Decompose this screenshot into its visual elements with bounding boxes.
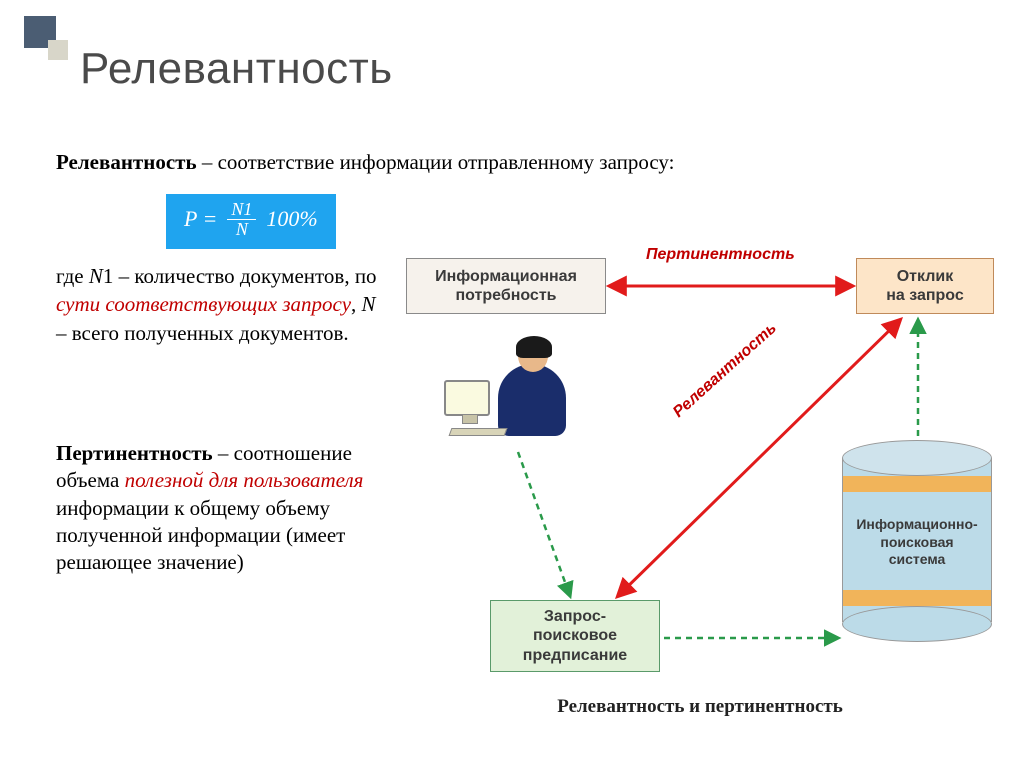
node-database: Информационно-поисковаясистема	[842, 440, 992, 636]
definition-pertinence: Пертинентность – соотношение объема поле…	[56, 440, 386, 576]
node-query-label: Запрос-поисковоепредписание	[523, 607, 627, 665]
diagram-caption: Релевантность и пертинентность	[520, 696, 880, 718]
edge-label-pertinence: Пертинентность	[646, 246, 795, 264]
where-red1: сути соответствующих запросу	[56, 292, 351, 316]
node-response: Откликна запрос	[856, 258, 994, 314]
node-database-label: Информационно-поисковаясистема	[842, 516, 992, 569]
formula-numerator: N1	[227, 200, 256, 220]
var-n1: N	[89, 264, 103, 288]
var-n: N	[362, 292, 376, 316]
where-prefix: где	[56, 264, 89, 288]
node-info-need: Информационнаяпотребность	[406, 258, 606, 314]
node-info-need-label: Информационнаяпотребность	[435, 267, 577, 305]
formula-lhs: P =	[184, 206, 217, 232]
def2-red: полезной для пользователя	[125, 468, 364, 492]
node-response-label: Откликна запрос	[886, 267, 964, 305]
var-n1-sub: 1	[103, 264, 114, 288]
formula-fraction: N1 N	[227, 200, 256, 239]
where-n1desc: – количество документов, по	[113, 264, 376, 288]
page-title: Релевантность	[80, 44, 393, 94]
term-relevance: Релевантность	[56, 150, 197, 174]
formula: P = N1 N 100%	[166, 194, 336, 249]
def1-text: – соответствие информации отправленному …	[197, 150, 675, 174]
definition-relevance: Релевантность – соответствие информации …	[56, 148, 966, 190]
diagram: Информационнаяпотребность Откликна запро…	[400, 250, 1000, 730]
where-clause: где N1 – количество документов, по сути …	[56, 262, 386, 347]
node-query: Запрос-поисковоепредписание	[490, 600, 660, 672]
formula-denominator: N	[232, 220, 252, 239]
def2-post: информации к общему объему полученной ин…	[56, 496, 345, 575]
term-pertinence: Пертинентность	[56, 441, 213, 465]
formula-tail: 100%	[266, 206, 317, 232]
where-ndesc: – всего полученных документов.	[56, 321, 349, 345]
where-mid: ,	[351, 292, 362, 316]
